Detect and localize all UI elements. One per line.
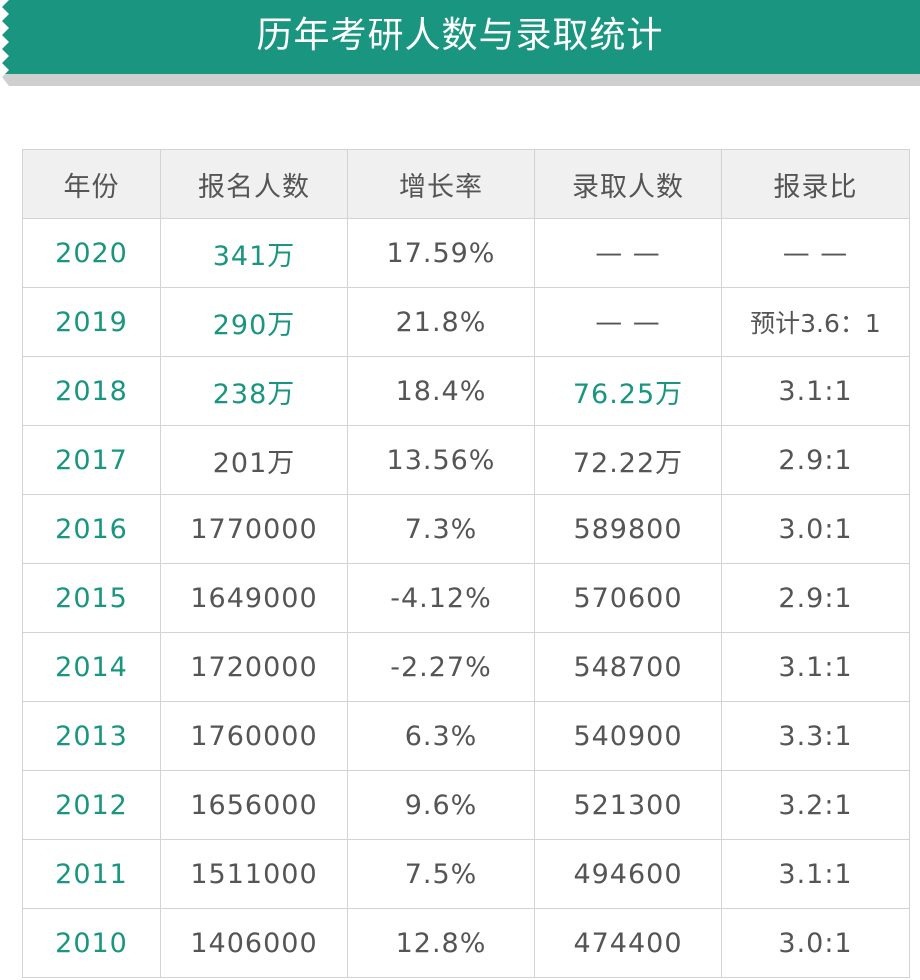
cell-year: 2019 (22, 287, 161, 357)
table-row: 2011 1511000 7.5% 494600 3.1:1 (22, 839, 910, 909)
table-row: 2014 1720000 -2.27% 548700 3.1:1 (22, 632, 910, 702)
cell-ratio: 3.0:1 (721, 908, 910, 978)
cell-applicants: 1720000 (160, 632, 348, 702)
cell-ratio: 3.1:1 (721, 632, 910, 702)
cell-ratio: 3.0:1 (721, 494, 910, 564)
cell-applicants: 1656000 (160, 770, 348, 840)
cell-year: 2014 (22, 632, 161, 702)
table-row: 2020 341万 17.59% — — — — (22, 218, 910, 288)
cell-year: 2020 (22, 218, 161, 288)
cell-admitted: 72.22万 (534, 425, 722, 495)
cell-year: 2017 (22, 425, 161, 495)
cell-applicants: 238万 (160, 356, 348, 426)
cell-ratio: 3.2:1 (721, 770, 910, 840)
title-banner: 历年考研人数与录取统计 (0, 0, 920, 88)
page-title: 历年考研人数与录取统计 (256, 15, 664, 56)
cell-admitted: 570600 (534, 563, 722, 633)
cell-admitted: 521300 (534, 770, 722, 840)
header-applicants: 报名人数 (160, 149, 348, 219)
table-row: 2019 290万 21.8% — — 预计3.6：1 (22, 287, 910, 357)
cell-admitted: — — (534, 218, 722, 288)
cell-admitted: 589800 (534, 494, 722, 564)
cell-applicants: 201万 (160, 425, 348, 495)
cell-year: 2011 (22, 839, 161, 909)
table-row: 2017 201万 13.56% 72.22万 2.9:1 (22, 425, 910, 495)
banner-shadow (0, 74, 920, 86)
cell-growth-rate: 12.8% (347, 908, 535, 978)
cell-admitted: 474400 (534, 908, 722, 978)
cell-admitted: 494600 (534, 839, 722, 909)
cell-applicants: 1649000 (160, 563, 348, 633)
cell-applicants: 1760000 (160, 701, 348, 771)
cell-year: 2015 (22, 563, 161, 633)
cell-growth-rate: 9.6% (347, 770, 535, 840)
cell-growth-rate: 18.4% (347, 356, 535, 426)
banner-zigzag-edge (0, 0, 9, 86)
cell-applicants: 1511000 (160, 839, 348, 909)
header-row: 年份 报名人数 增长率 录取人数 报录比 (22, 149, 910, 219)
table-row: 2010 1406000 12.8% 474400 3.0:1 (22, 908, 910, 978)
cell-admitted: 76.25万 (534, 356, 722, 426)
cell-growth-rate: 7.3% (347, 494, 535, 564)
cell-growth-rate: 13.56% (347, 425, 535, 495)
cell-year: 2016 (22, 494, 161, 564)
table-row: 2016 1770000 7.3% 589800 3.0:1 (22, 494, 910, 564)
table-row: 2015 1649000 -4.12% 570600 2.9:1 (22, 563, 910, 633)
cell-ratio: 2.9:1 (721, 425, 910, 495)
cell-year: 2018 (22, 356, 161, 426)
cell-growth-rate: 6.3% (347, 701, 535, 771)
cell-growth-rate: 7.5% (347, 839, 535, 909)
table-row: 2018 238万 18.4% 76.25万 3.1:1 (22, 356, 910, 426)
table-row: 2012 1656000 9.6% 521300 3.2:1 (22, 770, 910, 840)
header-growth-rate: 增长率 (347, 149, 535, 219)
cell-year: 2012 (22, 770, 161, 840)
cell-admitted: — — (534, 287, 722, 357)
cell-ratio: — — (721, 218, 910, 288)
header-year: 年份 (22, 149, 161, 219)
table-header: 年份 报名人数 增长率 录取人数 报录比 (22, 149, 910, 219)
cell-growth-rate: -2.27% (347, 632, 535, 702)
cell-growth-rate: -4.12% (347, 563, 535, 633)
cell-growth-rate: 21.8% (347, 287, 535, 357)
cell-ratio: 3.1:1 (721, 839, 910, 909)
header-ratio: 报录比 (721, 149, 910, 219)
banner-background (0, 0, 920, 74)
table-row: 2013 1760000 6.3% 540900 3.3:1 (22, 701, 910, 771)
cell-ratio: 3.3:1 (721, 701, 910, 771)
cell-admitted: 540900 (534, 701, 722, 771)
cell-ratio: 2.9:1 (721, 563, 910, 633)
cell-applicants: 341万 (160, 218, 348, 288)
statistics-table: 年份 报名人数 增长率 录取人数 报录比 2020 341万 17.59% — — — … (22, 149, 910, 978)
table-body: 2020 341万 17.59% — — — —2019 290万 21.8% — — 预计3.… (22, 218, 910, 978)
cell-year: 2013 (22, 701, 161, 771)
cell-year: 2010 (22, 908, 161, 978)
header-admitted: 录取人数 (534, 149, 722, 219)
cell-applicants: 1770000 (160, 494, 348, 564)
cell-growth-rate: 17.59% (347, 218, 535, 288)
cell-ratio: 3.1:1 (721, 356, 910, 426)
cell-admitted: 548700 (534, 632, 722, 702)
cell-ratio: 预计3.6：1 (721, 287, 910, 357)
cell-applicants: 1406000 (160, 908, 348, 978)
cell-applicants: 290万 (160, 287, 348, 357)
